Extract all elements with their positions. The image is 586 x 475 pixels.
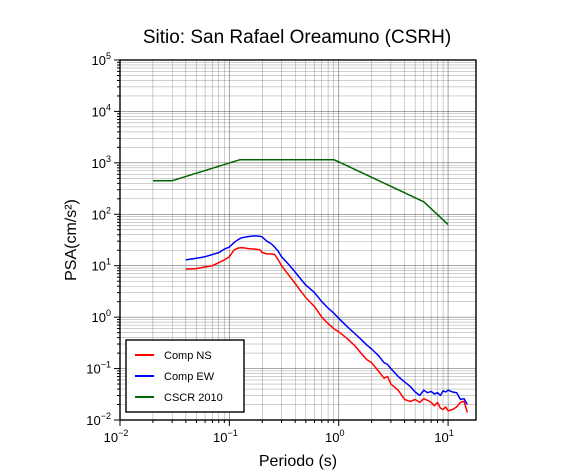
chart-grid bbox=[119, 59, 476, 421]
x-tick-labels: 10−2 10−1 100 101 bbox=[104, 428, 454, 445]
y-tick-label: 104 bbox=[92, 102, 111, 119]
y-tick-base: 10 bbox=[92, 104, 106, 119]
y-tick-exp: 1 bbox=[106, 257, 111, 267]
y-tick-exp: 5 bbox=[106, 51, 111, 61]
x-tick-exp: 1 bbox=[449, 428, 454, 438]
series-line-0 bbox=[185, 246, 469, 413]
y-tick-exp: 2 bbox=[106, 205, 111, 215]
legend-label: Comp NS bbox=[164, 350, 212, 362]
y-tick-base: 10 bbox=[92, 259, 106, 274]
y-tick-base: 10 bbox=[86, 413, 100, 428]
y-tick-exp: −1 bbox=[101, 360, 111, 370]
y-tick-base: 10 bbox=[92, 310, 106, 325]
y-tick-label: 101 bbox=[92, 257, 111, 274]
legend-label: Comp EW bbox=[164, 371, 215, 383]
y-tick-label: 102 bbox=[92, 205, 111, 222]
y-tick-exp: −2 bbox=[101, 411, 111, 421]
x-tick-label: 10−2 bbox=[104, 428, 129, 445]
x-tick-base: 10 bbox=[325, 430, 339, 445]
x-tick-label: 10−1 bbox=[213, 428, 238, 445]
y-tick-base: 10 bbox=[92, 156, 106, 171]
y-tick-base: 10 bbox=[86, 362, 100, 377]
chart-title: Sitio: San Rafael Oreamuno (CSRH) bbox=[143, 27, 451, 48]
y-tick-exp: 3 bbox=[106, 154, 111, 164]
y-tick-label: 10−1 bbox=[86, 360, 111, 377]
x-tick-label: 100 bbox=[325, 428, 344, 445]
y-tick-label: 100 bbox=[92, 308, 111, 325]
legend: Comp NS Comp EW CSCR 2010 bbox=[125, 339, 245, 413]
x-tick-exp: −1 bbox=[227, 428, 237, 438]
plot-frame bbox=[119, 59, 477, 421]
x-tick-exp: −2 bbox=[118, 428, 128, 438]
series-line-2 bbox=[152, 158, 449, 226]
y-tick-exp: 0 bbox=[106, 308, 111, 318]
x-tick-base: 10 bbox=[213, 430, 227, 445]
x-tick-exp: 0 bbox=[339, 428, 344, 438]
y-tick-label: 105 bbox=[92, 51, 111, 68]
legend-label: CSCR 2010 bbox=[164, 392, 223, 404]
x-tick-base: 10 bbox=[104, 430, 118, 445]
series-layer bbox=[152, 158, 469, 413]
y-tick-exp: 4 bbox=[106, 102, 111, 112]
series-line-1 bbox=[185, 235, 468, 405]
x-tick-label: 101 bbox=[434, 428, 453, 445]
tick-marks bbox=[114, 59, 449, 426]
y-axis-label: PSA(cm/s²) bbox=[63, 199, 80, 281]
y-tick-label: 10−2 bbox=[86, 411, 111, 428]
x-tick-base: 10 bbox=[434, 430, 448, 445]
x-axis-label: Periodo (s) bbox=[259, 453, 337, 470]
y-axis-label-text: PSA(cm/s²) bbox=[63, 199, 80, 281]
y-tick-base: 10 bbox=[92, 207, 106, 222]
y-tick-label: 103 bbox=[92, 154, 111, 171]
y-tick-base: 10 bbox=[92, 53, 106, 68]
